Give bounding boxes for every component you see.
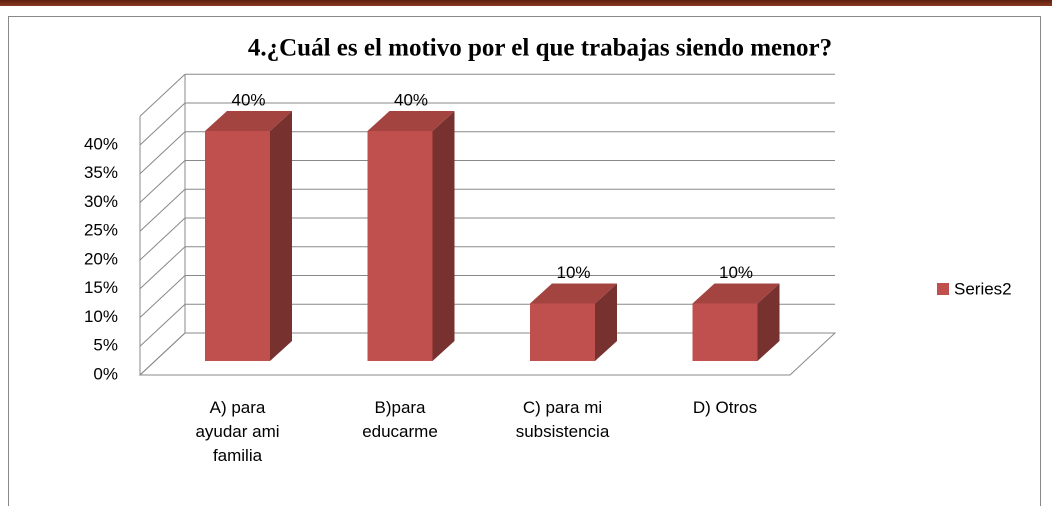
bar <box>367 111 455 361</box>
legend-swatch <box>937 283 949 295</box>
bar-side <box>595 283 617 361</box>
y-tick-label: 35% <box>84 163 118 182</box>
grid-line <box>139 332 835 376</box>
grid-line <box>139 275 835 318</box>
frame <box>8 16 1041 506</box>
top-bar <box>0 0 1052 6</box>
bar-side <box>432 111 455 361</box>
y-tick-label: 40% <box>84 134 118 153</box>
data-label: 10% <box>556 263 590 282</box>
grid-line <box>139 246 835 290</box>
wall-side-top <box>139 73 186 117</box>
bar-top <box>530 283 617 304</box>
bar-side <box>757 283 780 361</box>
bar <box>205 111 292 361</box>
grid-line <box>139 217 835 261</box>
legend-label: Series2 <box>954 279 1012 298</box>
y-tick-label: 10% <box>84 307 118 326</box>
bar <box>530 283 617 361</box>
x-tick-label: B)para educarme <box>362 398 438 441</box>
bar-front <box>205 131 270 361</box>
grid-line <box>139 102 835 146</box>
data-label: 10% <box>719 263 753 282</box>
bar-top <box>692 283 780 304</box>
bar-front <box>530 303 595 361</box>
y-tick-label: 30% <box>84 192 118 211</box>
data-label: 40% <box>231 90 265 109</box>
y-tick-label: 5% <box>93 336 118 355</box>
y-tick-label: 20% <box>84 249 118 268</box>
bar-top <box>367 111 455 131</box>
bar <box>692 283 780 361</box>
data-label: 40% <box>394 90 428 109</box>
grid-line <box>139 131 835 175</box>
y-tick-label: 25% <box>84 221 118 240</box>
bar-side <box>270 111 292 361</box>
bar-front <box>692 303 758 361</box>
bar-top <box>205 111 292 131</box>
grid-line <box>139 160 835 203</box>
bar-front <box>367 131 433 361</box>
y-tick-label: 15% <box>84 278 118 297</box>
x-tick-label: C) para mi subsistencia <box>515 398 610 441</box>
x-tick-label: A) para ayudar ami familia <box>195 398 280 465</box>
chart-title: 4.¿Cuál es el motivo por el que trabajas… <box>248 35 832 62</box>
x-tick-label: D) Otros <box>692 398 758 417</box>
grid-line <box>139 303 835 347</box>
y-tick-label: 0% <box>93 364 118 383</box>
grid-line <box>139 188 835 232</box>
